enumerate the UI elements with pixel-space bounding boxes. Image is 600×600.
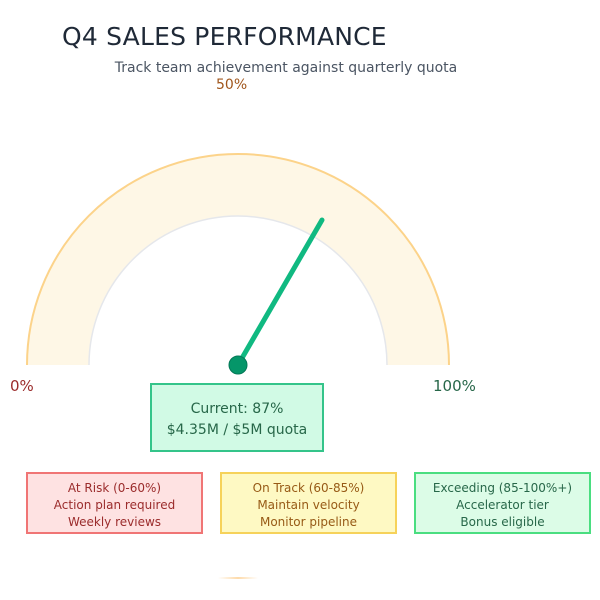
page-title: Q4 SALES PERFORMANCE [62, 22, 387, 51]
zone-line: Action plan required [53, 498, 176, 512]
page-subtitle: Track team achievement against quarterly… [0, 60, 576, 76]
gauge-needle [235, 217, 325, 368]
gauge-needle-hub [228, 355, 248, 375]
current-percent: Current: 87% [190, 401, 284, 417]
gauge-outer-arc [26, 153, 450, 366]
zone-title: On Track (60-85%) [252, 481, 365, 495]
gauge-max-label: 100% [433, 377, 476, 395]
gauge-min-label: 0% [10, 377, 34, 395]
zone-exceeding: Exceeding (85-100%+) Accelerator tier Bo… [414, 472, 591, 534]
zone-at-risk: At Risk (0-60%) Action plan required Wee… [26, 472, 203, 534]
zone-on-track: On Track (60-85%) Maintain velocity Moni… [220, 472, 397, 534]
subtitle-text: Track team achievement against quarterly… [114, 60, 458, 76]
decorative-divider [218, 577, 258, 579]
current-value-box: Current: 87% $4.35M / $5M quota [150, 383, 324, 452]
gauge-track [27, 154, 449, 365]
zone-line: Monitor pipeline [259, 515, 358, 529]
zone-line: Bonus eligible [460, 515, 545, 529]
gauge-inner-arc [88, 215, 388, 366]
current-amount: $4.35M / $5M quota [166, 422, 308, 438]
zone-line: Maintain velocity [257, 498, 360, 512]
zone-line: Accelerator tier [456, 498, 549, 512]
gauge-mid-label: 50% [216, 77, 248, 93]
zone-title: At Risk (0-60%) [67, 481, 162, 495]
zone-line: Weekly reviews [67, 515, 162, 529]
zone-title: Exceeding (85-100%+) [432, 481, 573, 495]
